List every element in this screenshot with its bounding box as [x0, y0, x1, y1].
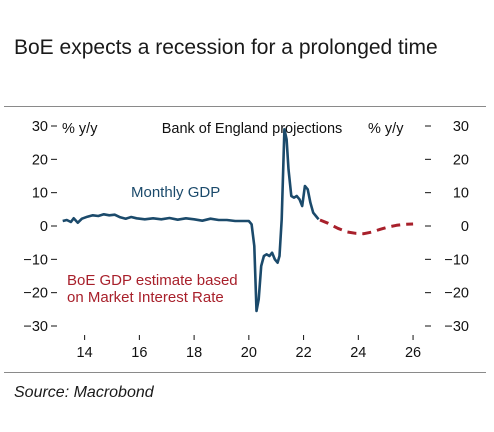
y-axis-label-right: % y/y [368, 121, 404, 137]
series-line-boe-estimate [319, 218, 414, 236]
annotation-boe-estimate-line1: BoE GDP estimate based [67, 272, 238, 289]
source-note: Source: Macrobond [14, 384, 154, 401]
y-tick-label-right: 0 [461, 219, 469, 235]
x-tick-label: 14 [77, 345, 93, 361]
bottom-divider [4, 372, 486, 373]
x-tick-label: 26 [405, 345, 421, 361]
y-tick-label-left: 20 [32, 152, 48, 168]
line-chart: Bank of England projections % y/y % y/y … [23, 119, 469, 361]
y-tick-label-right: 30 [453, 119, 469, 135]
x-tick-label: 22 [296, 345, 312, 361]
y-tick-label-left: 0 [40, 219, 48, 235]
y-tick-label-right: −20 [444, 286, 469, 302]
x-tick-label: 24 [350, 345, 366, 361]
annotation-monthly-gdp: Monthly GDP [131, 184, 220, 201]
x-tick-label: 20 [241, 345, 257, 361]
y-tick-label-left: 10 [32, 186, 48, 202]
y-tick-label-right: −10 [444, 252, 469, 268]
y-tick-label-right: 20 [453, 152, 469, 168]
y-axis-label-left: % y/y [62, 121, 98, 137]
y-tick-label-left: 30 [32, 119, 48, 135]
chart-title: Bank of England projections [162, 121, 343, 137]
x-tick-label: 16 [131, 345, 147, 361]
y-tick-label-left: −10 [23, 252, 48, 268]
y-tick-label-left: −20 [23, 286, 48, 302]
y-tick-label-right: −30 [444, 319, 469, 335]
top-divider [4, 106, 486, 107]
annotation-boe-estimate-line2: on Market Interest Rate [67, 289, 224, 306]
page-title: BoE expects a recession for a prolonged … [14, 36, 438, 59]
x-tick-label: 18 [186, 345, 202, 361]
series-line-monthly-gdp [62, 128, 320, 313]
y-tick-label-right: 10 [453, 186, 469, 202]
y-tick-label-left: −30 [23, 319, 48, 335]
